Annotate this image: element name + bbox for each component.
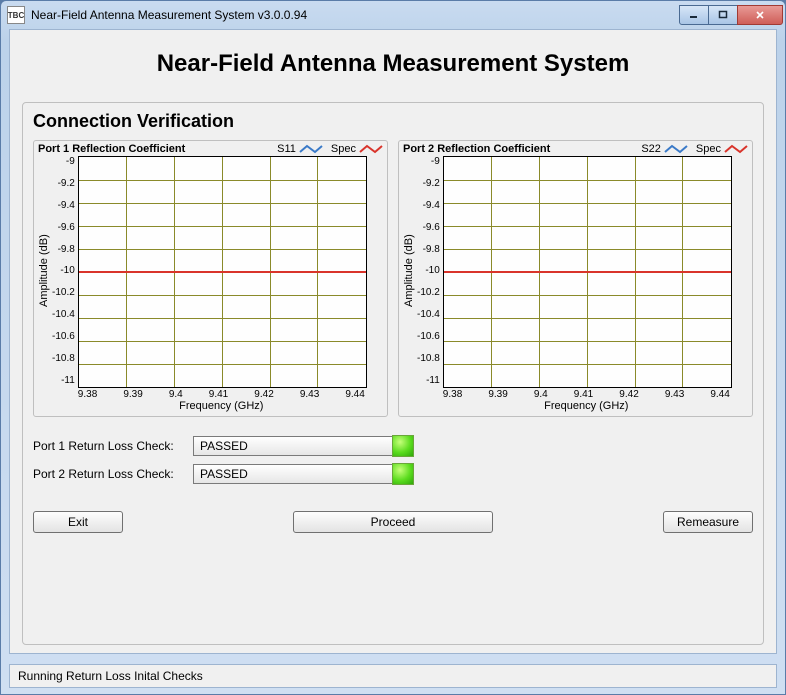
legend-item: Spec	[696, 143, 748, 155]
chart-port-2: Port 2 Reflection Coefficient S22 Spec Ampl…	[398, 140, 753, 417]
y-tick: -9	[431, 156, 440, 167]
x-tick: 9.42	[619, 389, 638, 400]
y-tick: -9.6	[58, 222, 75, 233]
y-axis-label: Amplitude (dB)	[403, 156, 417, 386]
status-light-icon	[392, 463, 414, 485]
x-axis-label: Frequency (GHz)	[443, 400, 730, 412]
x-tick: 9.39	[488, 389, 507, 400]
x-tick: 9.4	[534, 389, 548, 400]
y-tick: -9.4	[58, 200, 75, 211]
y-tick: -10	[425, 265, 439, 276]
y-tick: -10.6	[52, 331, 75, 342]
app-icon: TBC	[7, 6, 25, 24]
spec-line	[444, 271, 731, 273]
chart-title: Port 1 Reflection Coefficient	[38, 143, 269, 155]
check-label: Port 1 Return Loss Check:	[33, 439, 193, 453]
status-light-icon	[392, 435, 414, 457]
y-tick: -11	[426, 375, 440, 386]
status-text: Running Return Loss Inital Checks	[18, 669, 203, 683]
x-tick: 9.41	[209, 389, 228, 400]
titlebar[interactable]: TBC Near-Field Antenna Measurement Syste…	[1, 1, 785, 29]
chart-port-1: Port 1 Reflection Coefficient S11 Spec Ampl…	[33, 140, 388, 417]
x-tick: 9.44	[710, 389, 729, 400]
maximize-button[interactable]	[708, 5, 738, 25]
y-tick: -10.6	[417, 331, 440, 342]
y-tick: -10	[60, 265, 74, 276]
y-tick: -9.4	[423, 200, 440, 211]
exit-button[interactable]: Exit	[33, 511, 123, 533]
y-tick: -10.4	[52, 309, 75, 320]
chart-title: Port 2 Reflection Coefficient	[403, 143, 633, 155]
y-tick: -10.2	[52, 287, 75, 298]
check-value: PASSED	[193, 436, 393, 456]
plot-area	[78, 156, 367, 388]
x-tick: 9.41	[574, 389, 593, 400]
legend-item: Spec	[331, 143, 383, 155]
y-tick: -9.6	[423, 222, 440, 233]
y-tick: -9.8	[423, 244, 440, 255]
return-loss-check-row: Port 1 Return Loss Check:PASSED	[33, 435, 753, 457]
connection-verification-panel: Connection Verification Port 1 Reflectio…	[22, 102, 764, 645]
page-title: Near-Field Antenna Measurement System	[22, 50, 764, 78]
y-axis-label: Amplitude (dB)	[38, 156, 52, 386]
y-tick: -11	[61, 375, 75, 386]
y-tick: -9.2	[423, 178, 440, 189]
button-row: Exit Proceed Remeasure	[33, 511, 753, 533]
panel-title: Connection Verification	[33, 111, 753, 132]
spec-line	[79, 271, 366, 273]
x-tick: 9.43	[665, 389, 684, 400]
x-tick: 9.4	[169, 389, 183, 400]
client-area: Near-Field Antenna Measurement System Co…	[9, 29, 777, 654]
y-tick: -10.4	[417, 309, 440, 320]
x-tick: 9.43	[300, 389, 319, 400]
y-tick: -9.2	[58, 178, 75, 189]
y-tick: -9.8	[58, 244, 75, 255]
proceed-button[interactable]: Proceed	[293, 511, 493, 533]
y-tick: -10.8	[52, 353, 75, 364]
app-window: TBC Near-Field Antenna Measurement Syste…	[0, 0, 786, 695]
window-title: Near-Field Antenna Measurement System v3…	[31, 8, 680, 22]
check-value: PASSED	[193, 464, 393, 484]
y-tick: -9	[66, 156, 75, 167]
close-button[interactable]	[737, 5, 783, 25]
x-tick: 9.44	[345, 389, 364, 400]
minimize-button[interactable]	[679, 5, 709, 25]
x-tick: 9.42	[254, 389, 273, 400]
x-tick: 9.38	[443, 389, 462, 400]
x-axis-label: Frequency (GHz)	[78, 400, 365, 412]
check-label: Port 2 Return Loss Check:	[33, 467, 193, 481]
plot-area	[443, 156, 732, 388]
remeasure-button[interactable]: Remeasure	[663, 511, 753, 533]
legend-item: S22	[641, 143, 688, 155]
y-tick: -10.2	[417, 287, 440, 298]
legend-item: S11	[277, 143, 323, 155]
y-tick: -10.8	[417, 353, 440, 364]
x-tick: 9.39	[123, 389, 142, 400]
return-loss-check-row: Port 2 Return Loss Check:PASSED	[33, 463, 753, 485]
status-bar: Running Return Loss Inital Checks	[9, 664, 777, 688]
x-tick: 9.38	[78, 389, 97, 400]
